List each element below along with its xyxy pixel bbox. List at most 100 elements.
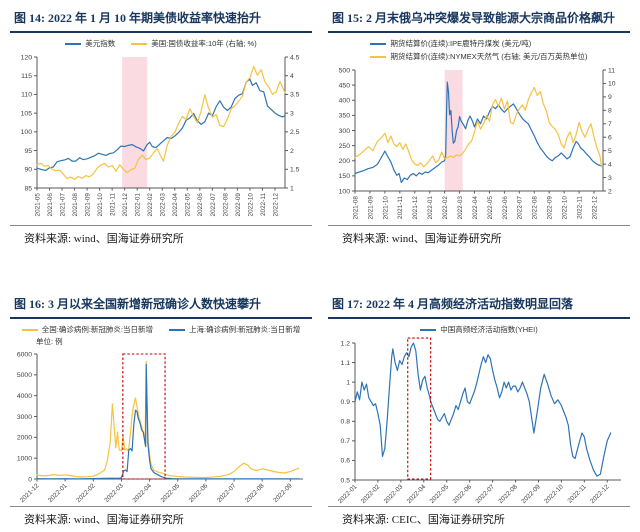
legend-label: 中国高频经济活动指数(YHEI) bbox=[440, 325, 538, 334]
svg-text:9: 9 bbox=[608, 94, 612, 101]
svg-text:4: 4 bbox=[608, 161, 612, 168]
svg-text:4: 4 bbox=[290, 73, 294, 80]
svg-text:1.1: 1.1 bbox=[341, 360, 351, 367]
figure-14-title: 图 14: 2022 年 1 月 10 年期美债收益率快速抬升 bbox=[10, 6, 312, 33]
svg-text:2022-01: 2022-01 bbox=[337, 483, 359, 505]
svg-text:2022-05: 2022-05 bbox=[429, 483, 451, 505]
svg-text:90: 90 bbox=[24, 167, 32, 174]
svg-text:2022-03: 2022-03 bbox=[383, 483, 405, 505]
svg-text:2022-12: 2022-12 bbox=[591, 196, 598, 220]
svg-text:2022-11: 2022-11 bbox=[576, 196, 583, 219]
svg-text:2021-12: 2021-12 bbox=[412, 196, 419, 220]
svg-text:115: 115 bbox=[21, 73, 32, 80]
legend-item: 期货结算价(连续):IPE鹿特丹煤炭 (美元/吨) bbox=[370, 38, 531, 49]
svg-text:2022-09: 2022-09 bbox=[547, 196, 554, 220]
figures-grid: 图 14: 2022 年 1 月 10 年期美债收益率快速抬升 美元指数 美国:… bbox=[10, 6, 630, 531]
svg-text:2022-03: 2022-03 bbox=[103, 482, 125, 504]
legend-item: 全国:确诊病例:新冠肺炎:当日新增 bbox=[21, 324, 153, 335]
svg-text:2022-02: 2022-02 bbox=[442, 196, 449, 220]
svg-text:2021-08: 2021-08 bbox=[72, 193, 79, 217]
svg-text:2022-05: 2022-05 bbox=[185, 193, 192, 217]
svg-text:2022-09: 2022-09 bbox=[235, 193, 242, 217]
figure-16-source: 资料来源: wind、国海证券研究所 bbox=[10, 506, 312, 531]
svg-text:2022-07: 2022-07 bbox=[474, 483, 496, 505]
legend-item: 美国:国债收益率:10年 (右轴; %) bbox=[131, 38, 257, 49]
svg-text:3.5: 3.5 bbox=[290, 92, 300, 99]
svg-text:100: 100 bbox=[21, 129, 33, 136]
svg-text:0.9: 0.9 bbox=[341, 399, 351, 406]
svg-text:2021-12: 2021-12 bbox=[19, 482, 41, 504]
svg-text:2022-08: 2022-08 bbox=[222, 193, 229, 217]
legend-label: 美元指数 bbox=[85, 39, 116, 48]
svg-text:2022-02: 2022-02 bbox=[147, 193, 154, 217]
svg-text:1.5: 1.5 bbox=[290, 167, 300, 174]
svg-text:3: 3 bbox=[290, 110, 294, 117]
figure-14-source: 资料来源: wind、国海证券研究所 bbox=[10, 225, 312, 250]
svg-text:5: 5 bbox=[608, 148, 612, 155]
svg-text:2022-08: 2022-08 bbox=[497, 483, 519, 505]
svg-text:2021-11: 2021-11 bbox=[110, 193, 117, 216]
blue-line-swatch bbox=[169, 328, 185, 331]
legend-label: 上海:确诊病例:新冠肺炎:当日新增 bbox=[189, 325, 301, 334]
svg-text:500: 500 bbox=[339, 67, 351, 74]
svg-text:2022-04: 2022-04 bbox=[131, 482, 153, 504]
svg-text:2022-07: 2022-07 bbox=[517, 196, 524, 220]
svg-text:120: 120 bbox=[21, 54, 33, 61]
figure-14-chart: 85 90 95 100 105 110 115 120 1 1.5 2 2.5 3 3.5 4 4.5 202… bbox=[21, 54, 300, 217]
legend-item: 中国高频经济活动指数(YHEI) bbox=[420, 324, 538, 335]
svg-text:2: 2 bbox=[290, 148, 294, 155]
svg-text:2021-07: 2021-07 bbox=[59, 193, 66, 217]
svg-text:2022-10: 2022-10 bbox=[247, 193, 254, 217]
figure-15-source: 资料来源: wind、国海证券研究所 bbox=[328, 225, 630, 250]
svg-text:6000: 6000 bbox=[17, 351, 32, 358]
svg-text:2022-12: 2022-12 bbox=[272, 193, 279, 217]
svg-text:7: 7 bbox=[608, 121, 612, 128]
figure-15-legend: 期货结算价(连续):IPE鹿特丹煤炭 (美元/吨) 期货结算价(连续):NYME… bbox=[370, 38, 588, 62]
svg-text:2022-06: 2022-06 bbox=[452, 483, 474, 505]
svg-text:2022-09: 2022-09 bbox=[272, 482, 294, 504]
svg-text:2022-01: 2022-01 bbox=[427, 196, 434, 220]
blue-line-swatch bbox=[420, 328, 437, 331]
svg-text:3: 3 bbox=[608, 175, 612, 182]
svg-text:2022-06: 2022-06 bbox=[188, 482, 210, 504]
svg-text:2021-05: 2021-05 bbox=[34, 193, 41, 217]
figure-16-chart: 0 1000 2000 3000 4000 5000 6000 2021-12 2022-01 2… bbox=[17, 351, 303, 504]
svg-text:2022-07: 2022-07 bbox=[210, 193, 217, 217]
figure-17-title: 图 17: 2022 年 4 月高频经济活动指数明显回落 bbox=[328, 292, 630, 319]
svg-text:2022-04: 2022-04 bbox=[406, 483, 428, 505]
figure-14-panel: 图 14: 2022 年 1 月 10 年期美债收益率快速抬升 美元指数 美国:… bbox=[10, 6, 312, 250]
svg-text:2022-01: 2022-01 bbox=[47, 482, 69, 504]
svg-text:1: 1 bbox=[346, 379, 350, 386]
figure-16-panel: 图 16: 3 月以来全国新增新冠确诊人数快速攀升 全国:确诊病例:新冠肺炎:当… bbox=[10, 292, 312, 531]
svg-text:2022-02: 2022-02 bbox=[75, 482, 97, 504]
svg-text:250: 250 bbox=[339, 143, 351, 150]
svg-text:2022-05: 2022-05 bbox=[487, 196, 494, 220]
svg-text:0.7: 0.7 bbox=[341, 438, 351, 445]
svg-text:1: 1 bbox=[290, 185, 294, 192]
svg-text:2: 2 bbox=[608, 188, 612, 195]
svg-text:11: 11 bbox=[608, 67, 615, 74]
svg-text:0.6: 0.6 bbox=[341, 458, 351, 465]
svg-text:2022-08: 2022-08 bbox=[532, 196, 539, 220]
svg-text:150: 150 bbox=[339, 173, 351, 180]
svg-text:2022-08: 2022-08 bbox=[244, 482, 266, 504]
svg-text:2022-01: 2022-01 bbox=[135, 193, 142, 217]
svg-text:100: 100 bbox=[339, 188, 351, 195]
svg-text:2000: 2000 bbox=[17, 435, 32, 442]
svg-text:10: 10 bbox=[608, 81, 616, 88]
svg-text:1.2: 1.2 bbox=[341, 340, 351, 347]
legend-item: 期货结算价(连续):NYMEX天然气 (右轴; 美元/百万英热单位) bbox=[370, 51, 588, 62]
svg-text:0: 0 bbox=[28, 476, 32, 483]
svg-text:400: 400 bbox=[339, 98, 351, 105]
svg-text:2022-10: 2022-10 bbox=[543, 483, 565, 505]
svg-text:450: 450 bbox=[339, 82, 351, 89]
figure-15-panel: 图 15: 2 月末俄乌冲突爆发导致能源大宗商品价格飙升 期货结算价(连续):I… bbox=[328, 6, 630, 250]
figure-16-legend: 全国:确诊病例:新冠肺炎:当日新增 上海:确诊病例:新冠肺炎:当日新增 bbox=[10, 324, 312, 335]
svg-text:110: 110 bbox=[21, 92, 32, 99]
svg-text:2022-10: 2022-10 bbox=[562, 196, 569, 220]
legend-label: 全国:确诊病例:新冠肺炎:当日新增 bbox=[41, 325, 153, 334]
svg-text:2022-11: 2022-11 bbox=[260, 193, 267, 216]
blue-line-swatch bbox=[370, 42, 387, 45]
